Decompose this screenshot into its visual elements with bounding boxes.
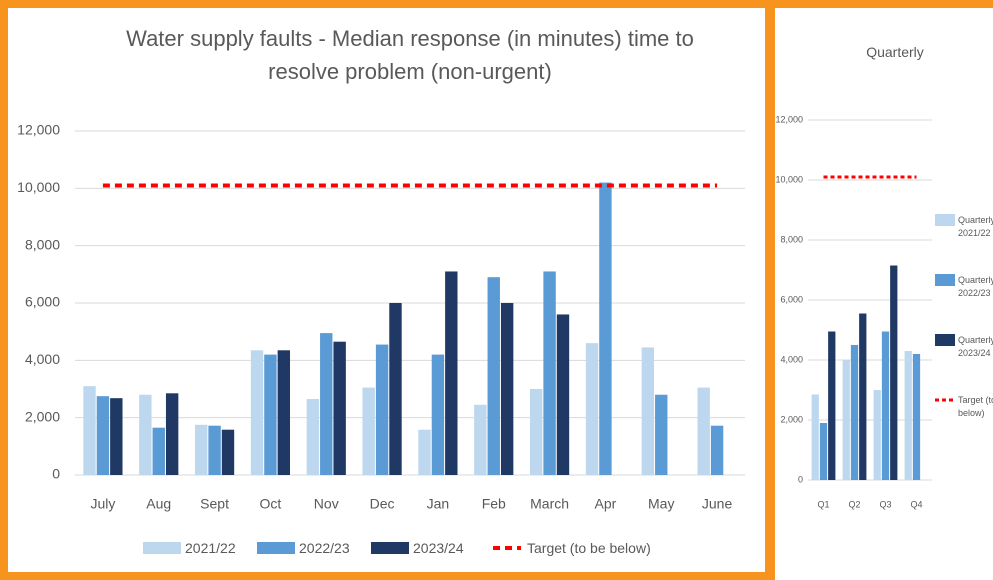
bar (152, 427, 165, 475)
y-tick-label: 12,000 (17, 122, 60, 138)
x-tick-label: Q2 (848, 499, 860, 509)
bar (697, 387, 710, 475)
x-tick-label: Q4 (910, 499, 922, 509)
legend-label: 2022/23 (299, 540, 350, 556)
y-tick-label: 2,000 (25, 408, 60, 424)
bar (110, 398, 123, 475)
chart-title: Water supply faults - Median response (i… (126, 26, 694, 84)
bar (333, 341, 346, 475)
bar (641, 347, 655, 475)
bar (418, 429, 431, 475)
bar (320, 333, 333, 475)
bar (859, 313, 867, 480)
bar (221, 429, 235, 475)
bar (208, 425, 221, 475)
bar (389, 303, 402, 475)
bar (474, 404, 487, 475)
x-tick-label: March (530, 496, 569, 512)
y-tick-label: 10,000 (775, 174, 803, 184)
bar (828, 331, 836, 480)
x-tick-label: July (90, 496, 115, 512)
bar (165, 393, 179, 475)
y-tick-label: 6,000 (25, 294, 60, 310)
bar (445, 271, 458, 475)
bar (431, 354, 445, 475)
bar (585, 343, 599, 475)
bar (375, 344, 389, 475)
legend-label: Quarterly 2021/22 (958, 215, 993, 238)
legend-label: Quarterly 2022/23 (958, 275, 993, 298)
chart-title: Quarterly (866, 44, 924, 60)
x-tick-label: Oct (260, 496, 282, 512)
bar (599, 182, 612, 475)
y-tick-label: 10,000 (17, 179, 60, 195)
legend-swatch (143, 542, 181, 554)
bar (277, 350, 291, 475)
x-tick-label: Feb (482, 496, 506, 512)
legend-label: Target (to be below) (527, 540, 651, 556)
y-tick-label: 4,000 (25, 351, 60, 367)
bar (543, 271, 556, 475)
chart: 0 2,000 4,000 6,000 8,000 10,000 12,000 July Aug… (17, 122, 745, 554)
y-tick-label: 4,000 (780, 354, 803, 364)
x-tick-label: Jan (427, 496, 450, 512)
bar (890, 265, 898, 480)
bar (362, 387, 375, 475)
chart: 0 2,000 4,000 6,000 8,000 10,000 12,000 Q1 Q2 Q3 Q… (775, 114, 955, 509)
legend-label: 2021/22 (185, 540, 236, 556)
x-tick-label: Nov (314, 496, 339, 512)
legend-swatch (935, 214, 955, 226)
y-tick-label: 0 (52, 466, 60, 482)
bar (306, 399, 320, 475)
legend-label: Target (to be below) (958, 395, 993, 418)
x-tick-label: Q3 (879, 499, 891, 509)
legend-swatch (371, 542, 409, 554)
bar (556, 314, 570, 475)
bar (264, 354, 277, 475)
bar (850, 345, 859, 480)
bar (139, 394, 152, 475)
bar (487, 277, 500, 475)
y-tick-label: 8,000 (780, 234, 803, 244)
legend-swatch (257, 542, 295, 554)
bar (655, 394, 668, 475)
x-tick-label: Sept (200, 496, 229, 512)
bar (194, 424, 208, 475)
bar (842, 360, 850, 480)
x-tick-label: June (702, 496, 733, 512)
y-tick-label: 8,000 (25, 236, 60, 252)
x-tick-label: May (648, 496, 674, 512)
x-tick-label: Dec (370, 496, 395, 512)
bar (529, 389, 543, 475)
legend-swatch (935, 334, 955, 346)
legend-label: Quarterly 2023/24 (958, 335, 993, 358)
y-tick-label: 12,000 (775, 114, 803, 124)
bar (710, 425, 724, 475)
bar (811, 394, 819, 480)
x-tick-label: Aug (146, 496, 171, 512)
x-tick-label: Q1 (817, 499, 829, 509)
x-tick-label: Apr (595, 496, 617, 512)
y-tick-label: 6,000 (780, 294, 803, 304)
legend-label: 2023/24 (413, 540, 464, 556)
bar (83, 386, 96, 475)
bar (96, 396, 110, 475)
bar (904, 351, 912, 480)
bar (500, 303, 514, 475)
chart-panel: 0 2,000 4,000 6,000 8,000 10,000 12,000 Q1 Q2 Q3 Q… (775, 8, 993, 580)
legend-swatch (935, 274, 955, 286)
y-tick-label: 2,000 (780, 414, 803, 424)
bar (250, 350, 264, 475)
y-tick-label: 0 (798, 474, 803, 484)
bar (873, 390, 881, 480)
chart-panel: 0 2,000 4,000 6,000 8,000 10,000 12,000 July Aug… (8, 8, 765, 572)
bar (881, 331, 890, 480)
bar (819, 423, 828, 480)
bar (912, 354, 921, 480)
